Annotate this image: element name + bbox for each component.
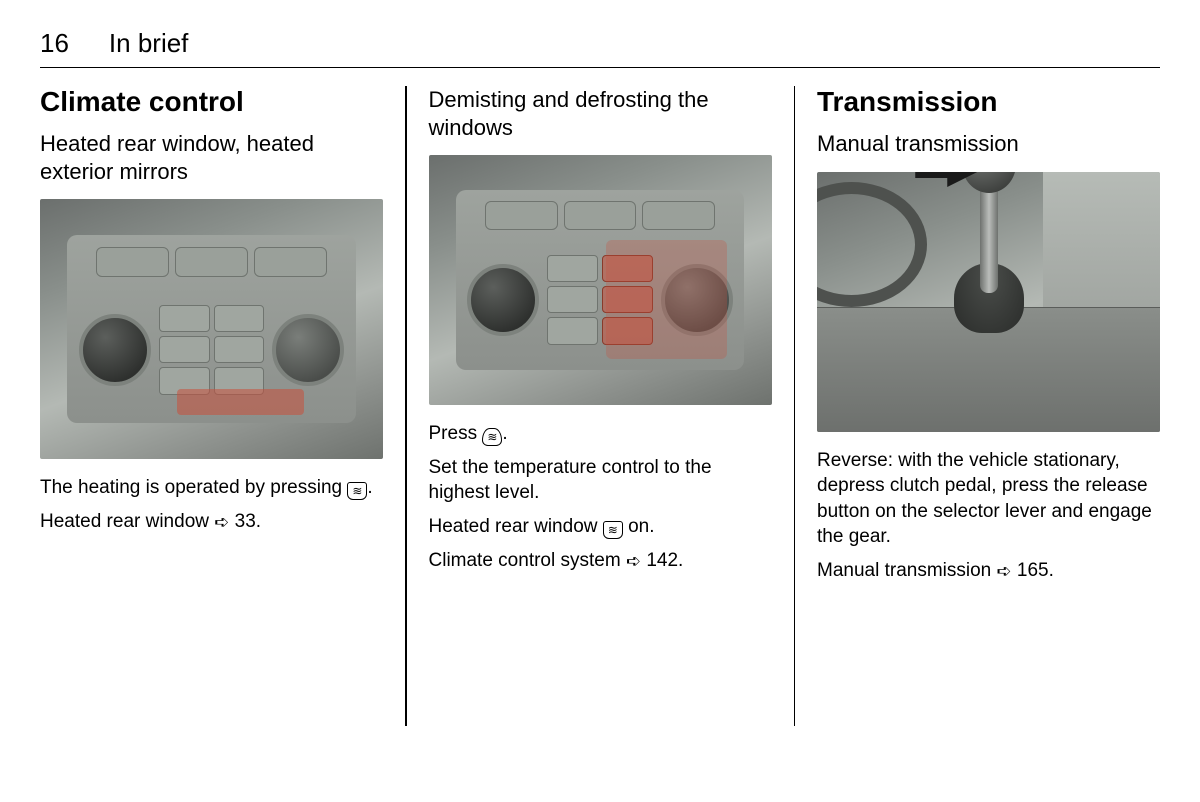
paragraph: Heated rear window on. (429, 514, 772, 540)
left-dial (79, 314, 151, 386)
center-button (547, 255, 598, 282)
xref-icon: ➪ (626, 549, 641, 573)
paragraph: The heating is operated by pressing . (40, 475, 383, 501)
steering-wheel-shape (817, 182, 927, 307)
column-3: Transmission Manual transmission Reverse… (799, 86, 1160, 726)
center-button-defrost (602, 255, 653, 282)
center-button (214, 336, 265, 363)
xref-icon: ➪ (997, 559, 1012, 583)
center-button (159, 336, 210, 363)
text: Heated rear window (40, 511, 214, 532)
left-dial (467, 264, 539, 336)
text: 165. (1012, 560, 1054, 581)
center-button (547, 286, 598, 313)
text: . (502, 423, 507, 444)
text: 33. (229, 511, 261, 532)
xref-icon: ➪ (214, 510, 229, 534)
center-button (602, 286, 653, 313)
text: Heated rear window (429, 516, 603, 537)
top-button-row (485, 201, 716, 230)
mid-control-row (467, 244, 732, 356)
text: Climate control system (429, 550, 626, 571)
right-dial (661, 264, 733, 336)
text: on. (623, 516, 655, 537)
front-defrost-icon (482, 428, 502, 446)
right-dial (272, 314, 344, 386)
text: . (367, 477, 372, 498)
page-number: 16 (40, 28, 69, 59)
paragraph: Set the temperature control to the highe… (429, 455, 772, 506)
center-buttons (547, 255, 652, 345)
paragraph: Manual transmission ➪ 165. (817, 558, 1160, 584)
center-button-rear-heat (602, 317, 653, 344)
subheading-heated-window: Heated rear window, heated exterior mirr… (40, 130, 383, 185)
paragraph: Climate control system ➪ 142. (429, 548, 772, 574)
panel-button (254, 247, 327, 277)
center-button (159, 305, 210, 332)
subheading-demist: Demisting and defrosting the windows (429, 86, 772, 141)
arrow-icon (947, 172, 983, 187)
rear-defrost-icon (347, 482, 367, 500)
page-header: 16 In brief (40, 28, 1160, 68)
chapter-title: In brief (109, 28, 189, 59)
panel-button (564, 201, 637, 230)
section-heading-climate: Climate control (40, 86, 383, 118)
rear-defrost-icon (603, 521, 623, 539)
column-divider (405, 86, 407, 726)
column-1: Climate control Heated rear window, heat… (40, 86, 401, 726)
panel-button (175, 247, 248, 277)
paragraph: Reverse: with the vehicle stationary, de… (817, 448, 1160, 551)
climate-panel (67, 235, 355, 422)
text: Manual transmission (817, 560, 997, 581)
section-heading-transmission: Transmission (817, 86, 1160, 118)
text: The heating is operated by pressing (40, 477, 347, 498)
column-2: Demisting and defrosting the windows (411, 86, 790, 726)
paragraph: Heated rear window ➪ 33. (40, 509, 383, 535)
text: Press (429, 423, 483, 444)
content-columns: Climate control Heated rear window, heat… (40, 86, 1160, 726)
panel-button (96, 247, 169, 277)
figure-climate-panel-2 (429, 155, 772, 405)
panel-button (485, 201, 558, 230)
highlight-rear-defrost (177, 389, 304, 415)
center-button (547, 317, 598, 344)
panel-button (642, 201, 715, 230)
center-button (214, 305, 265, 332)
column-divider (794, 86, 796, 726)
paragraph: Press . (429, 421, 772, 447)
top-button-row (96, 247, 327, 277)
figure-manual-transmission (817, 172, 1160, 432)
climate-panel (456, 190, 744, 370)
center-buttons (159, 305, 264, 395)
figure-climate-panel-1 (40, 199, 383, 459)
subheading-manual: Manual transmission (817, 130, 1160, 158)
text: 142. (641, 550, 683, 571)
